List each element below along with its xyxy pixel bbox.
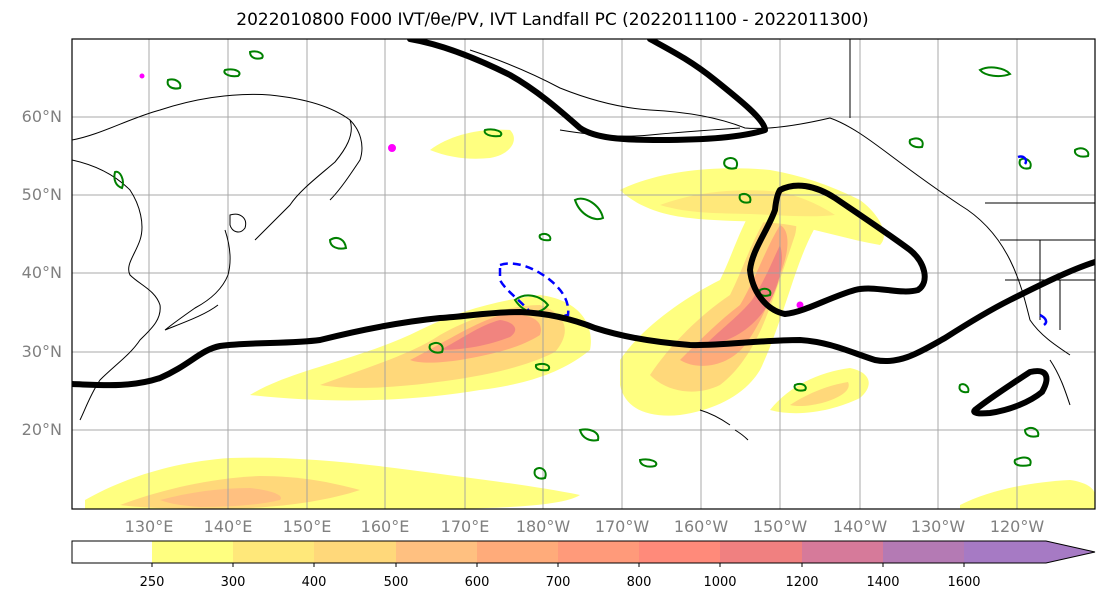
colorbar-label-1400: 1400 — [866, 575, 900, 590]
lon-label-150w: 150°W — [752, 517, 808, 536]
asia-coastline — [72, 159, 161, 421]
lon-label-170e: 170°E — [440, 517, 490, 536]
lat-label-30n: 30°N — [21, 342, 62, 361]
colorbar-label-400: 400 — [301, 575, 327, 590]
hawaii-islands — [699, 409, 749, 441]
japan-hokkaido — [229, 213, 247, 233]
pv-contour — [498, 155, 1048, 326]
japan-coastline — [164, 229, 231, 331]
lat-label-40n: 40°N — [21, 263, 62, 282]
us-state-lines — [1000, 239, 1095, 330]
russia-coastline — [72, 93, 352, 241]
colorbar-label-300: 300 — [220, 575, 246, 590]
lon-label-180w: 180°W — [515, 517, 571, 536]
lon-label-130e: 130°E — [124, 517, 174, 536]
pc-contour-baja — [971, 368, 1050, 417]
pc-contour-northeast-loop — [747, 182, 928, 317]
lon-label-160e: 160°E — [360, 517, 410, 536]
colorbar-label-500: 500 — [383, 575, 409, 590]
lon-label-140w: 140°W — [832, 517, 888, 536]
colorbar-label-700: 700 — [545, 575, 571, 590]
alaska-coastline — [469, 49, 831, 129]
colorbar-label-1600: 1600 — [947, 575, 981, 590]
map-title: 2022010800 F000 IVT/θe/PV, IVT Landfall … — [236, 10, 869, 30]
lat-label-50n: 50°N — [21, 185, 62, 204]
ivt-shading — [85, 129, 1095, 509]
lon-label-130w: 130°W — [910, 517, 966, 536]
ivt-band-southeast — [960, 480, 1095, 509]
colorbar-label-600: 600 — [464, 575, 490, 590]
colorbar-label-800: 800 — [626, 575, 652, 590]
misc-contours — [139, 73, 804, 309]
kamchatka-coastline — [329, 119, 363, 201]
lat-label-60n: 60°N — [21, 107, 62, 126]
colorbar — [71, 540, 1096, 567]
colorbar-label-1200: 1200 — [785, 575, 819, 590]
map-frame — [71, 38, 1096, 510]
baja-california — [1049, 359, 1071, 406]
lon-label-170w: 170°W — [594, 517, 650, 536]
map-gridlines — [72, 39, 1095, 509]
lat-label-20n: 20°N — [21, 420, 62, 439]
lon-label-160w: 160°W — [673, 517, 729, 536]
colorbar-label-1000: 1000 — [703, 575, 737, 590]
theta-e-contours — [113, 50, 1090, 480]
north-america-coast — [829, 117, 1071, 356]
landfall-pc-contours — [72, 39, 1095, 417]
colorbar-label-250: 250 — [139, 575, 165, 590]
coastlines — [72, 39, 1095, 441]
lon-label-150e: 150°E — [282, 517, 332, 536]
pc-contour-alaska — [407, 39, 768, 143]
pc-contour-zonal — [72, 259, 1095, 389]
lon-label-120w: 120°W — [989, 517, 1045, 536]
lon-label-140e: 140°E — [203, 517, 253, 536]
